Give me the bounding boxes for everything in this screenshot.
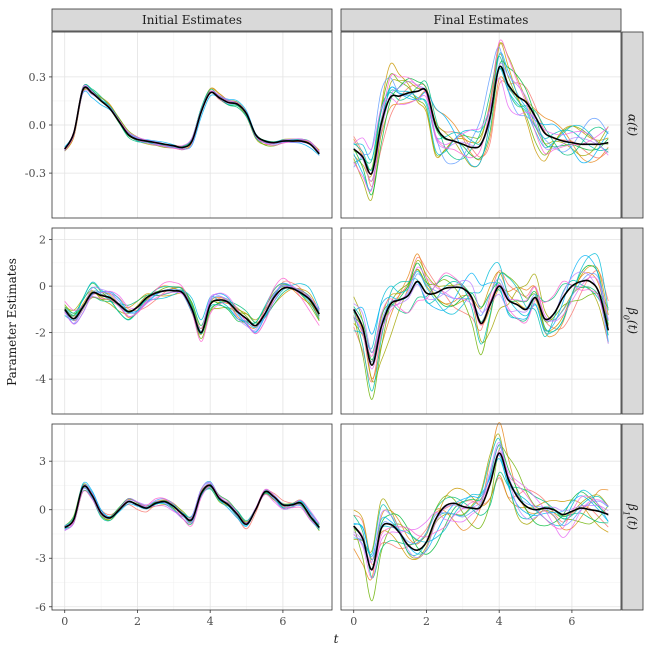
simulation-line (353, 52, 609, 191)
row-strip (621, 227, 644, 415)
y-tick-label: -4 (35, 373, 46, 386)
simulation-line (353, 275, 609, 354)
panel-background (341, 424, 621, 610)
panel-border (340, 227, 622, 415)
y-axes: -0.3 0.0 0.3 -4 -2 0 2 -6 -3 0 3 (25, 71, 52, 614)
x-tick-label: 6 (279, 615, 286, 628)
panel-border (51, 227, 333, 415)
x-axes: 0 2 4 6 0 2 4 6 (61, 610, 575, 628)
mean-estimate-line (353, 279, 610, 366)
simulation-line (353, 272, 609, 392)
panel-border (340, 423, 622, 611)
row-strip (621, 31, 644, 219)
panel-border (51, 423, 333, 611)
x-tick-label: 0 (350, 615, 357, 628)
x-tick-label: 4 (207, 615, 214, 628)
panel (340, 422, 622, 611)
y-tick-label: -0.3 (25, 167, 46, 180)
simulation-line (64, 282, 320, 332)
y-tick-label: 0 (39, 504, 46, 517)
simulation-line (353, 272, 609, 357)
x-axis-title: t (334, 632, 339, 646)
row-strip-label: β1(t) (622, 503, 640, 531)
y-tick-label: 0 (39, 280, 46, 293)
simulation-line (353, 39, 609, 192)
mean-estimate-line (353, 452, 609, 571)
panel (51, 227, 333, 415)
y-tick-label: -2 (35, 327, 46, 340)
simulation-line (353, 455, 609, 557)
simulation-line (353, 53, 609, 171)
panel (51, 31, 333, 219)
row-strip-label: β0(t) (622, 307, 640, 335)
simulation-line (353, 471, 609, 579)
y-tick-label: 3 (39, 455, 46, 468)
y-axis-title: Parameter Estimates (5, 258, 19, 386)
simulation-line (353, 256, 609, 383)
x-tick-label: 0 (61, 615, 68, 628)
simulation-line (353, 259, 609, 383)
mean-estimate-line (64, 286, 320, 334)
y-tick-label: -6 (35, 601, 46, 614)
x-tick-label: 2 (423, 615, 430, 628)
panel (340, 227, 622, 415)
simulation-line (353, 269, 609, 400)
column-strip (51, 8, 333, 32)
y-tick-label: 2 (39, 234, 46, 247)
simulation-line (64, 281, 320, 329)
x-tick-label: 6 (568, 615, 575, 628)
simulation-line (353, 76, 609, 182)
x-tick-label: 4 (496, 615, 503, 628)
panels (51, 31, 622, 611)
simulation-line (353, 454, 609, 572)
mean-estimate-line (64, 484, 320, 529)
panel (340, 31, 622, 219)
mean-estimate-line (64, 86, 320, 155)
row-strip (621, 423, 644, 611)
column-strip-label: Final Estimates (434, 13, 529, 27)
column-strip (340, 8, 622, 32)
y-tick-label: -3 (35, 552, 46, 565)
panel (51, 423, 333, 611)
y-tick-label: 0.0 (29, 119, 47, 132)
simulation-line (64, 287, 320, 335)
panel-background (52, 228, 332, 414)
panel-border (340, 31, 622, 219)
panel-background (341, 228, 621, 414)
y-tick-label: 0.3 (29, 71, 47, 84)
row-strip-label: α(t) (626, 114, 640, 137)
row-strips: α(t) β0(t) β1(t) (621, 31, 644, 611)
column-strip-label: Initial Estimates (142, 13, 242, 27)
simulation-line (353, 253, 609, 350)
x-tick-label: 2 (134, 615, 141, 628)
mean-estimate-line (353, 65, 609, 175)
simulation-line (353, 77, 609, 156)
column-strips: Initial Estimates Final Estimates (51, 8, 622, 32)
simulation-line (353, 42, 609, 178)
